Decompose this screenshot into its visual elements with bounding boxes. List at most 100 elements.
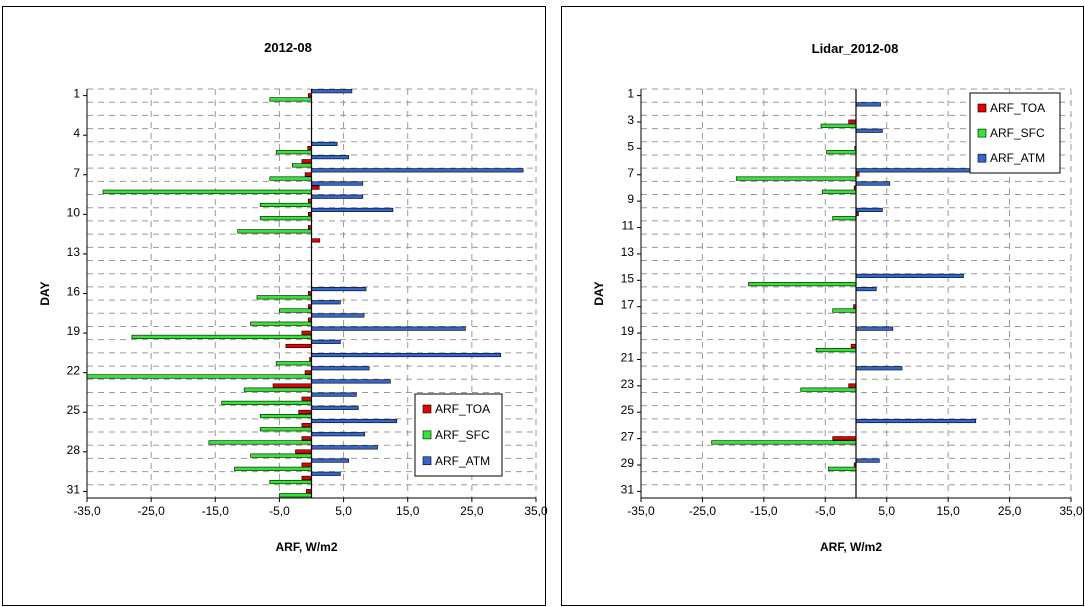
legend-label: ARF_ATM — [990, 151, 1045, 165]
x-tick-label: -15,0 — [750, 504, 778, 518]
bar-arf-sfc — [259, 427, 312, 432]
legend-label: ARF_TOA — [435, 402, 490, 416]
bar-arf-sfc — [269, 97, 312, 102]
bar-arf-atm — [855, 326, 894, 331]
bar-arf-atm — [311, 418, 398, 424]
bar-arf-atm — [855, 366, 903, 371]
bar-arf-atm — [311, 366, 370, 371]
bar-arf-sfc — [221, 400, 312, 405]
bar-arf-atm — [311, 326, 466, 331]
y-tick-label: 23 — [621, 377, 635, 391]
bar-arf-sfc — [815, 348, 857, 353]
y-tick-label: 22 — [67, 364, 81, 378]
y-tick-label: 1 — [73, 87, 80, 101]
x-tick-label: 15,0 — [936, 504, 960, 518]
bar-arf-toa — [301, 436, 312, 441]
bar-arf-atm — [311, 339, 341, 344]
bar-arf-atm — [855, 207, 883, 212]
bar-arf-atm — [311, 287, 367, 292]
bar-arf-sfc — [256, 295, 312, 300]
bar-arf-atm — [311, 471, 341, 476]
x-axis-title: ARF, W/m2 — [820, 540, 882, 554]
bar-arf-atm — [855, 287, 877, 292]
y-tick-label: 11 — [622, 219, 635, 233]
bar-arf-toa — [311, 238, 321, 243]
bar-arf-sfc — [237, 229, 312, 234]
x-tick-label: 25,0 — [998, 504, 1022, 518]
bar-arf-toa — [301, 462, 312, 467]
bar-arf-atm — [311, 352, 502, 358]
bar-arf-toa — [301, 423, 312, 428]
bar-arf-atm — [311, 313, 365, 318]
bar-arf-sfc — [279, 493, 312, 498]
y-tick-label: 19 — [621, 324, 635, 338]
bar-arf-toa — [848, 119, 857, 124]
legend-swatch — [422, 456, 432, 466]
x-tick-label: -15,0 — [202, 504, 230, 518]
bar-arf-atm — [311, 207, 394, 212]
bar-arf-atm — [311, 379, 391, 384]
bar-arf-atm — [311, 141, 338, 147]
bar-arf-toa — [848, 383, 857, 388]
x-tick-label: -35,0 — [627, 504, 655, 518]
bar-arf-atm — [311, 405, 359, 410]
bar-arf-sfc — [821, 189, 857, 194]
y-tick-label: 7 — [627, 166, 634, 180]
bar-arf-sfc — [275, 361, 312, 366]
y-tick-label: 13 — [67, 245, 81, 259]
bar-arf-sfc — [820, 123, 857, 128]
y-tick-label: 9 — [627, 192, 634, 206]
bar-arf-toa — [301, 475, 312, 480]
bar-arf-sfc — [748, 282, 857, 287]
chart-left: 2012-08 -35,0 -25,0 -15,0 -5,0 5,0 15,0 25,0 35,… — [38, 40, 548, 554]
bar-arf-atm — [311, 445, 378, 450]
y-tick-label: 17 — [621, 298, 635, 312]
bar-arf-atm — [311, 392, 357, 397]
bar-arf-atm — [311, 432, 366, 437]
bar-arf-sfc — [243, 387, 312, 392]
bar-arf-atm — [855, 181, 891, 186]
y-tick-label: 29 — [621, 456, 635, 470]
x-tick-label: 35,0 — [1059, 504, 1083, 518]
bar-arf-toa — [301, 330, 312, 335]
legend-swatch — [977, 103, 987, 113]
bar-arf-toa — [311, 185, 320, 190]
y-tick-label: 21 — [621, 350, 635, 364]
y-tick-label: 1 — [627, 87, 634, 101]
bar-arf-sfc — [269, 479, 312, 485]
chart-title: Lidar_2012-08 — [812, 41, 899, 56]
legend-label: ARF_SFC — [990, 126, 1045, 140]
bar-arf-sfc — [275, 150, 312, 155]
bar-arf-sfc — [800, 387, 857, 392]
bar-arf-sfc — [735, 176, 857, 181]
y-tick-label: 19 — [67, 324, 81, 338]
legend-label: ARF_SFC — [435, 428, 490, 442]
legend-label: ARF_TOA — [990, 101, 1045, 115]
bar-arf-atm — [855, 458, 880, 463]
legend-swatch — [977, 153, 987, 163]
bar-arf-toa — [298, 409, 312, 415]
x-tick-label: -35,0 — [73, 504, 101, 518]
y-axis-title: DAY — [592, 281, 606, 305]
bar-arf-sfc — [250, 321, 312, 326]
x-tick-label: -5,0 — [269, 504, 290, 518]
bar-arf-sfc — [102, 189, 312, 194]
y-tick-label: 16 — [67, 285, 81, 299]
bar-arf-sfc — [711, 440, 857, 445]
y-axis-title: DAY — [38, 281, 52, 305]
bar-arf-atm — [855, 273, 964, 278]
x-tick-label: -5,0 — [815, 504, 836, 518]
y-tick-label: 25 — [67, 403, 81, 417]
bar-arf-atm — [311, 181, 364, 186]
bar-arf-toa — [304, 172, 312, 177]
bar-arf-atm — [855, 102, 881, 107]
chart-title: 2012-08 — [264, 40, 312, 55]
bar-arf-atm — [311, 458, 350, 463]
bar-arf-toa — [304, 370, 312, 375]
bar-arf-sfc — [208, 440, 312, 445]
bar-arf-sfc — [826, 150, 857, 155]
x-tick-label: -25,0 — [689, 504, 717, 518]
bar-arf-sfc — [828, 466, 857, 471]
bar-arf-toa — [301, 159, 312, 164]
bar-arf-toa — [850, 343, 857, 349]
